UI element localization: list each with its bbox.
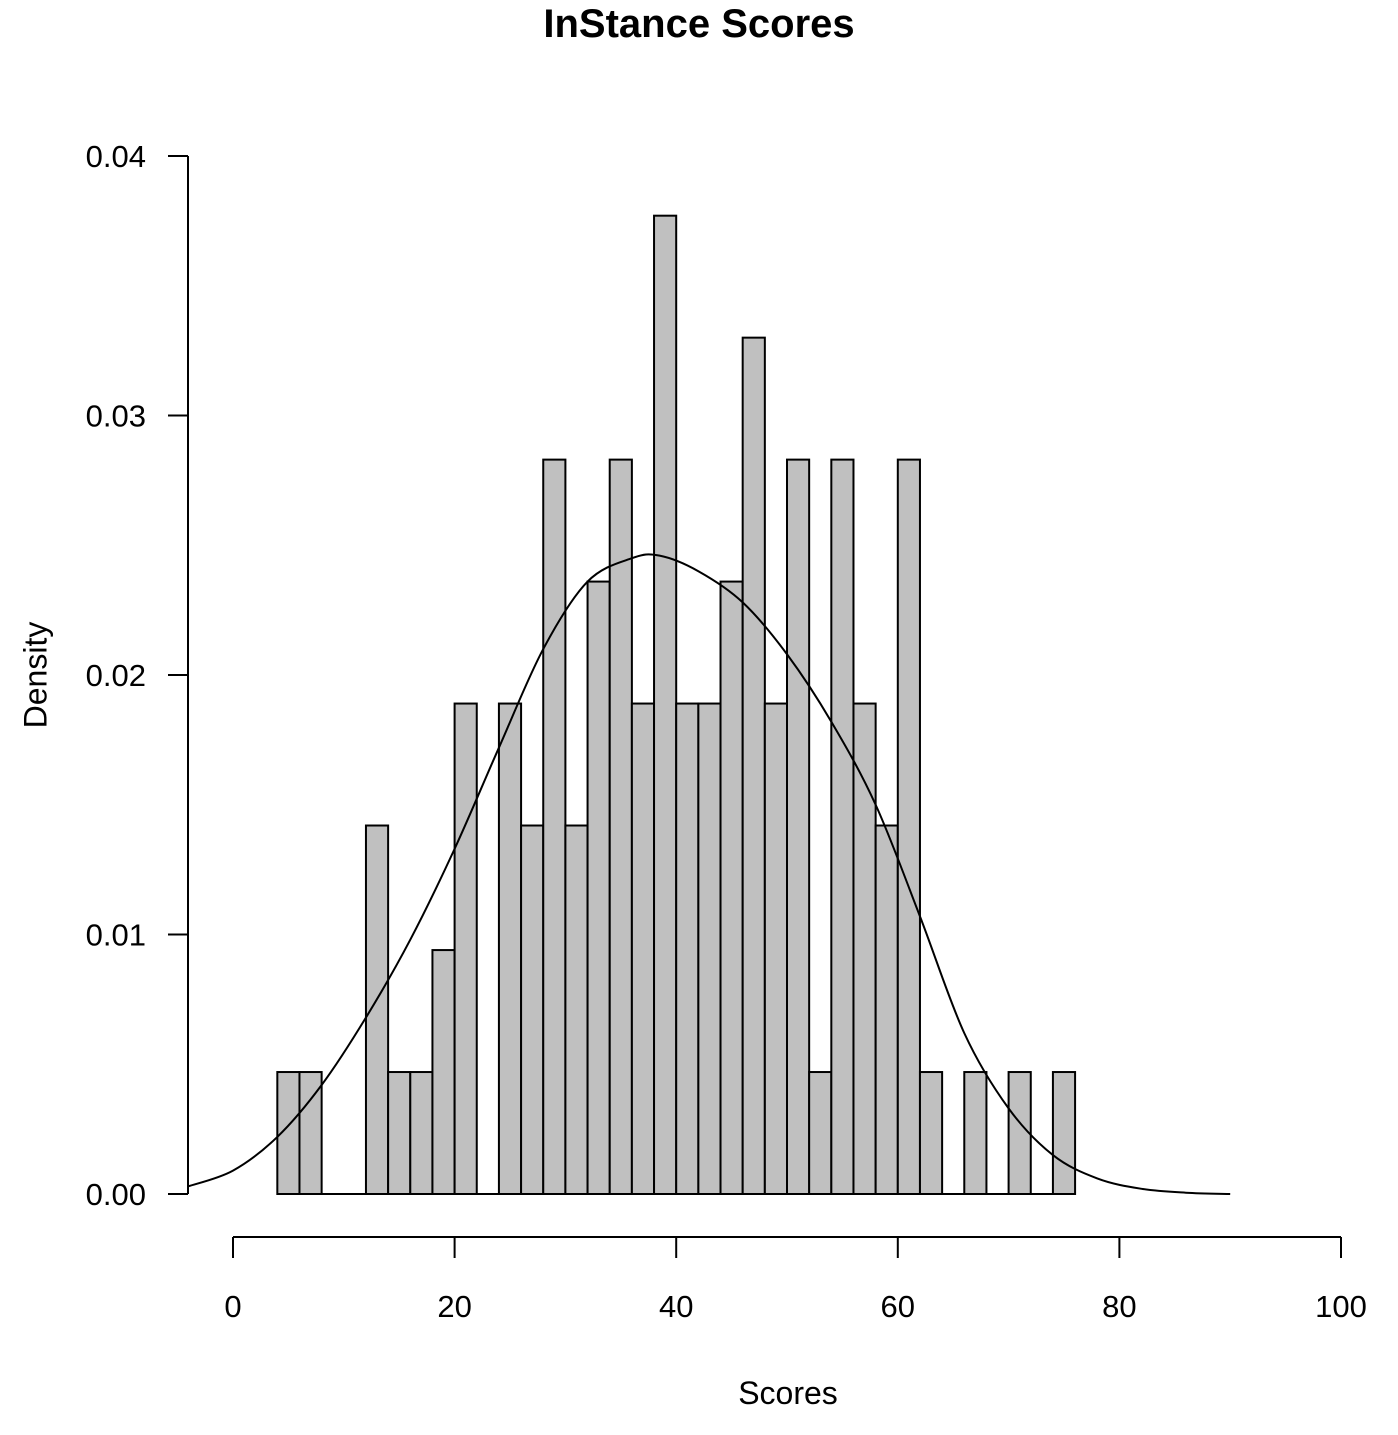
- histogram-bar: [808, 1071, 833, 1196]
- x-tick-label: 0: [224, 1289, 241, 1324]
- histogram-bar: [874, 824, 899, 1195]
- histogram-bar: [453, 702, 478, 1195]
- histogram-bar: [963, 1071, 988, 1196]
- y-tick-label: 0.03: [86, 399, 146, 434]
- y-tick-label: 0.02: [86, 658, 146, 693]
- histogram-bar: [653, 214, 678, 1195]
- histogram-bar: [675, 702, 700, 1195]
- histogram-bars: [276, 214, 1077, 1196]
- density-curve: [188, 553, 1231, 1195]
- x-axis-label: Scores: [738, 1375, 838, 1411]
- x-tick-label: 100: [1315, 1289, 1367, 1324]
- histogram-bar: [1051, 1071, 1077, 1196]
- histogram-bar: [1007, 1071, 1032, 1196]
- histogram-bar: [741, 336, 766, 1195]
- histogram-bar: [586, 580, 611, 1195]
- histogram-bar: [896, 458, 921, 1195]
- y-tick-label: 0.01: [86, 918, 146, 953]
- histogram-bar: [520, 824, 545, 1195]
- histogram-bar: [542, 458, 567, 1195]
- histogram-bar: [786, 458, 811, 1195]
- histogram-bar: [852, 702, 877, 1195]
- y-tick-label: 0.00: [86, 1177, 146, 1212]
- histogram-bar: [697, 702, 722, 1195]
- histogram-bar: [918, 1071, 944, 1196]
- y-axis: 0.00 0.01 0.02 0.03 0.04: [86, 139, 189, 1212]
- x-tick-label: 80: [1102, 1289, 1136, 1324]
- x-tick-label: 40: [659, 1289, 693, 1324]
- histogram-bar: [387, 1071, 412, 1196]
- histogram-bar: [497, 702, 523, 1195]
- x-tick-label: 60: [881, 1289, 915, 1324]
- x-axis: 0 20 40 60 80 100: [224, 1236, 1367, 1324]
- histogram-bar: [431, 949, 456, 1195]
- chart-title: InStance Scores: [543, 2, 855, 46]
- x-tick-label: 20: [437, 1289, 471, 1324]
- histogram-bar: [409, 1071, 434, 1196]
- y-tick-label: 0.04: [86, 139, 146, 174]
- histogram-bar: [763, 702, 789, 1195]
- histogram-bar: [564, 824, 589, 1195]
- histogram-bar: [364, 824, 390, 1195]
- histogram-bar: [719, 580, 744, 1195]
- histogram-bar: [830, 458, 855, 1195]
- histogram-bar: [630, 702, 656, 1195]
- histogram-bar: [608, 458, 633, 1195]
